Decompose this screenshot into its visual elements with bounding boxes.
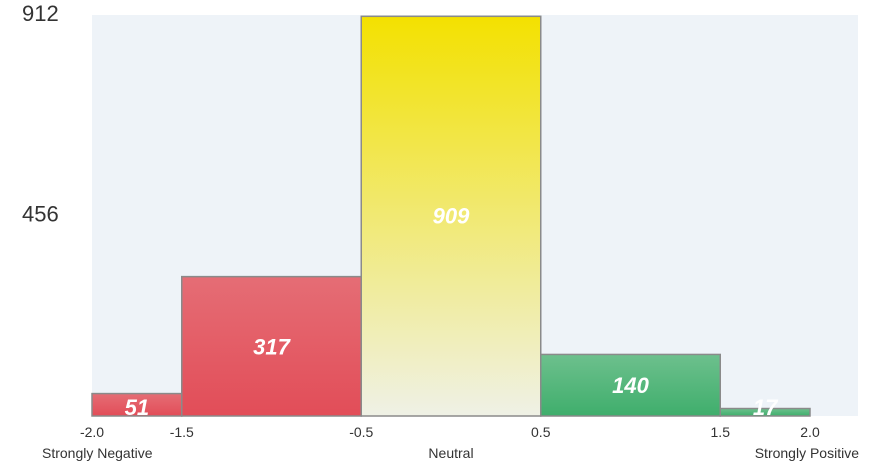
bar-value-label: 17	[753, 395, 779, 420]
category-label: Neutral	[428, 445, 473, 461]
histogram-bar	[719, 407, 811, 417]
x-tick-label: -1.5	[170, 424, 194, 440]
histogram-bar	[181, 275, 362, 417]
histogram-bar	[360, 15, 542, 417]
bar-value-label: 317	[253, 334, 291, 359]
x-tick-label: -0.5	[349, 424, 373, 440]
bar-value-label: 909	[433, 204, 470, 229]
y-tick-label: 912	[22, 1, 59, 26]
y-tick-label: 456	[22, 202, 59, 227]
x-tick-label: 2.0	[800, 424, 820, 440]
x-tick-label: 1.5	[711, 424, 731, 440]
x-tick-label: -2.0	[80, 424, 104, 440]
bar-value-label: 51	[125, 395, 149, 420]
histogram-bar	[540, 353, 721, 417]
category-label: Strongly Negative	[42, 445, 153, 461]
bar-value-label: 140	[612, 373, 649, 398]
x-tick-label: 0.5	[531, 424, 551, 440]
category-label: Strongly Positive	[755, 445, 859, 461]
